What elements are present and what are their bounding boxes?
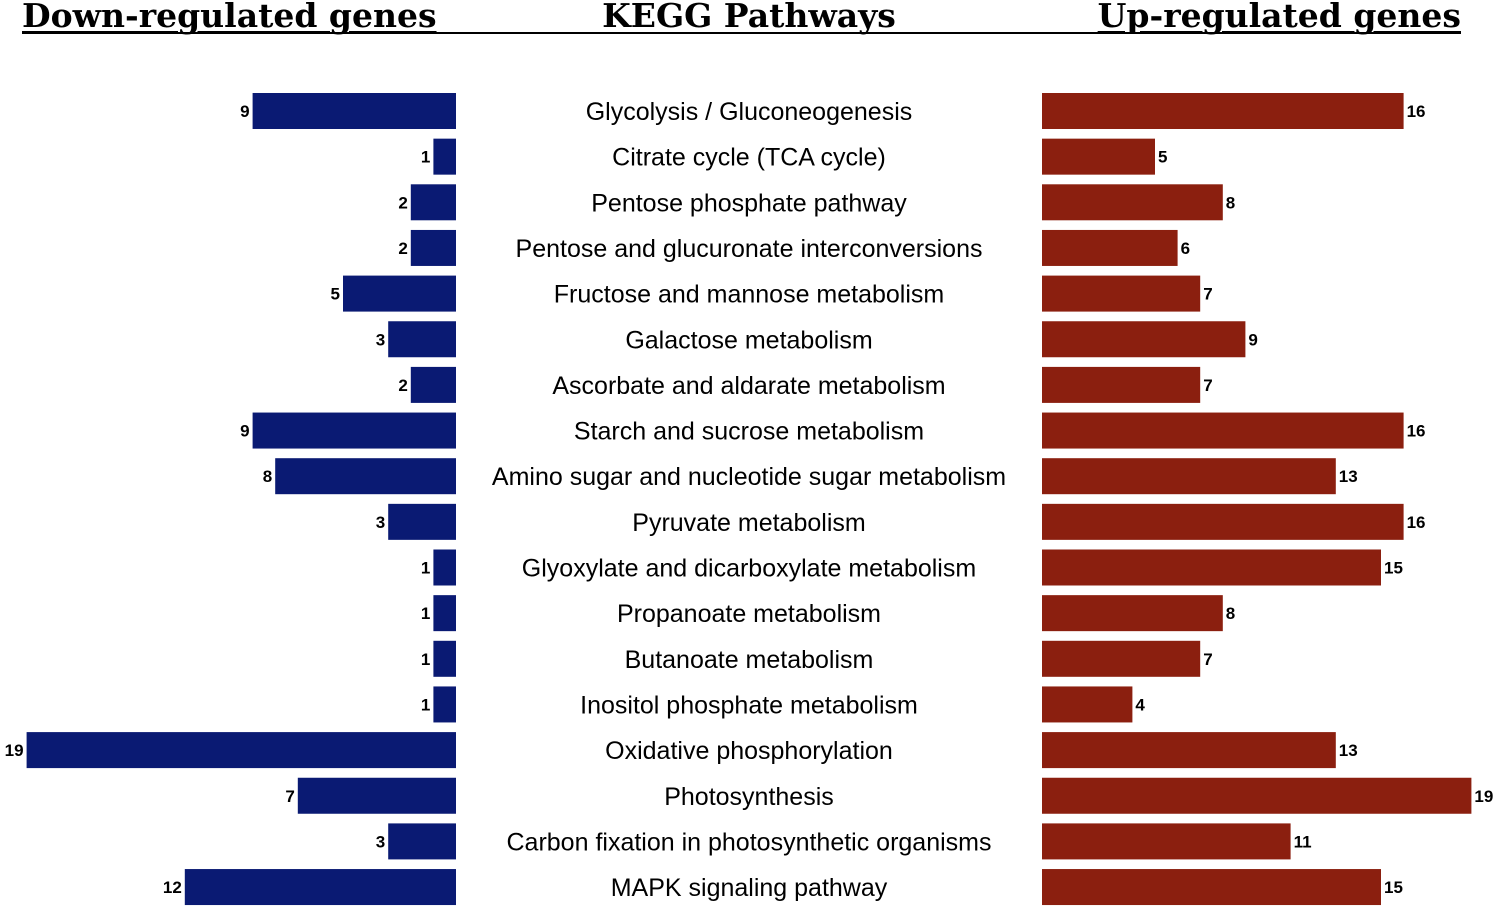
down-regulated-header: Down-regulated genes — [22, 0, 437, 35]
down-bar — [433, 686, 456, 723]
pathway-label: Photosynthesis — [664, 783, 834, 811]
up-bar — [1042, 732, 1336, 769]
pathway-label: Oxidative phosphorylation — [605, 737, 893, 765]
pathway-label: Starch and sucrose metabolism — [574, 418, 924, 446]
down-bar — [433, 595, 456, 632]
pathway-label: Amino sugar and nucleotide sugar metabol… — [492, 463, 1006, 491]
down-bar — [410, 184, 456, 221]
up-bar — [1042, 138, 1155, 175]
pathway-label: MAPK signaling pathway — [611, 874, 888, 902]
down-value-label: 1 — [421, 604, 430, 623]
up-bar — [1042, 640, 1201, 677]
pathway-label: Butanoate metabolism — [625, 646, 874, 674]
down-value-label: 3 — [376, 513, 385, 532]
up-bar — [1042, 412, 1404, 449]
up-bar — [1042, 229, 1178, 266]
up-value-label: 19 — [1474, 787, 1493, 806]
down-bar — [275, 458, 456, 495]
down-value-label: 9 — [240, 102, 249, 121]
up-bar — [1042, 366, 1201, 403]
pathway-label: Propanoate metabolism — [617, 600, 881, 628]
down-bar — [388, 503, 456, 540]
up-value-label: 15 — [1384, 559, 1403, 578]
down-bar — [343, 275, 456, 312]
down-value-label: 12 — [163, 878, 182, 897]
up-value-label: 15 — [1384, 878, 1403, 897]
pathway-label: Pentose phosphate pathway — [591, 189, 907, 217]
up-value-label: 7 — [1203, 650, 1212, 669]
down-bar — [388, 321, 456, 358]
down-bar — [26, 732, 456, 769]
down-bar — [410, 366, 456, 403]
up-bar — [1042, 549, 1381, 586]
down-value-label: 1 — [421, 695, 430, 714]
down-value-label: 2 — [398, 193, 407, 212]
down-bar — [297, 777, 456, 814]
down-value-label: 2 — [398, 376, 407, 395]
down-value-label: 2 — [398, 239, 407, 258]
down-value-label: 7 — [285, 787, 294, 806]
pathway-label: Carbon fixation in photosynthetic organi… — [507, 828, 992, 856]
up-value-label: 4 — [1135, 695, 1145, 714]
up-bar — [1042, 869, 1381, 906]
up-value-label: 7 — [1203, 376, 1212, 395]
down-value-label: 9 — [240, 422, 249, 441]
up-value-label: 8 — [1226, 604, 1235, 623]
pathway-label: Galactose metabolism — [625, 326, 872, 354]
up-value-label: 7 — [1203, 285, 1212, 304]
up-bar — [1042, 321, 1246, 358]
pathway-label: Pentose and glucuronate interconversions — [516, 235, 983, 263]
pathway-label: Fructose and mannose metabolism — [554, 281, 944, 309]
pathway-label: Citrate cycle (TCA cycle) — [612, 144, 886, 172]
up-regulated-series: 16 5 8 6 7 9 7 16 13 16 15 8 7 4 13 19 11 15 — [1042, 93, 1493, 906]
down-value-label: 8 — [263, 467, 272, 486]
up-value-label: 13 — [1339, 467, 1358, 486]
up-bar — [1042, 503, 1404, 540]
down-bar — [433, 138, 456, 175]
up-bar — [1042, 275, 1201, 312]
header-rule — [22, 32, 1461, 34]
up-value-label: 11 — [1294, 832, 1312, 851]
pathway-label: Glyoxylate and dicarboxylate metabolism — [522, 555, 976, 583]
down-bar — [252, 93, 456, 129]
down-value-label: 1 — [421, 559, 430, 578]
up-value-label: 5 — [1158, 148, 1167, 167]
down-bar — [184, 869, 457, 906]
pathway-label: Glycolysis / Gluconeogenesis — [586, 98, 913, 126]
up-value-label: 16 — [1407, 102, 1426, 121]
up-bar — [1042, 686, 1133, 723]
pathway-label: Inositol phosphate metabolism — [580, 691, 918, 719]
down-bar — [433, 640, 456, 677]
up-value-label: 16 — [1407, 422, 1426, 441]
down-value-label: 19 — [5, 741, 24, 760]
up-bar — [1042, 184, 1223, 221]
up-bar — [1042, 93, 1404, 129]
down-value-label: 3 — [376, 832, 385, 851]
up-bar — [1042, 823, 1291, 860]
pathway-label: Pyruvate metabolism — [632, 509, 865, 537]
down-bar — [388, 823, 456, 860]
pathway-label: Ascorbate and aldarate metabolism — [552, 372, 945, 400]
up-bar — [1042, 595, 1223, 632]
up-bar — [1042, 777, 1472, 814]
down-value-label: 3 — [376, 330, 385, 349]
down-value-label: 1 — [421, 650, 430, 669]
up-regulated-header: Up-regulated genes — [1097, 0, 1461, 35]
kegg-pathways-header: KEGG Pathways — [602, 0, 896, 35]
up-value-label: 13 — [1339, 741, 1358, 760]
down-bar — [252, 412, 456, 449]
down-bar — [433, 549, 456, 586]
down-bar — [410, 229, 456, 266]
pathway-labels: Glycolysis / Gluconeogenesis Citrate cycl… — [492, 98, 1006, 902]
down-value-label: 1 — [421, 148, 430, 167]
up-value-label: 8 — [1226, 193, 1235, 212]
up-value-label: 16 — [1407, 513, 1426, 532]
up-bar — [1042, 458, 1336, 495]
down-value-label: 5 — [331, 285, 340, 304]
up-value-label: 6 — [1181, 239, 1190, 258]
up-value-label: 9 — [1248, 330, 1257, 349]
